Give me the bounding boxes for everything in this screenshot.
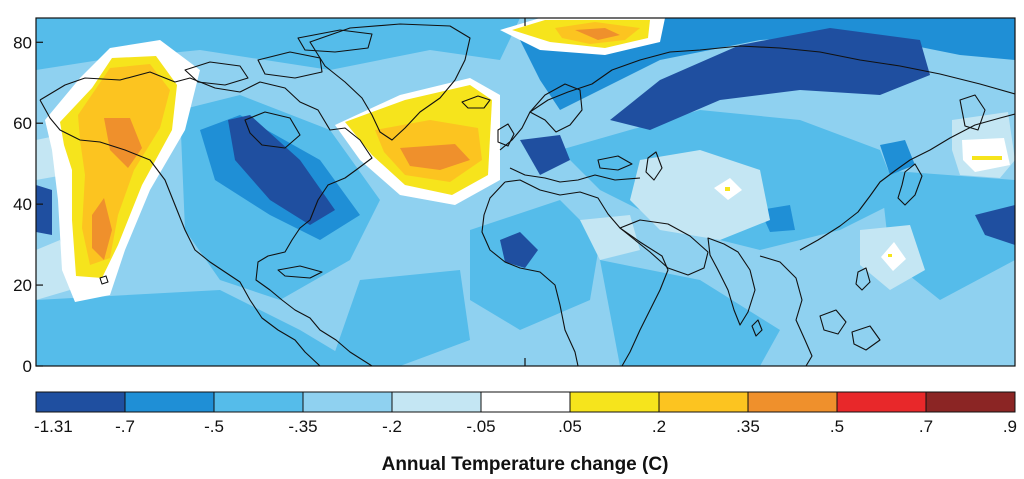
colorbar-tick-label: -.7 <box>115 417 135 436</box>
colorbar-tick-label: -.05 <box>466 417 495 436</box>
colorbar-tick-label: -.35 <box>288 417 317 436</box>
colorbar-swatch <box>658 391 749 413</box>
colorbar-swatch <box>35 391 126 413</box>
y-axis: 0 20 40 60 80 <box>13 33 43 376</box>
warm-anomaly-small <box>725 156 1002 257</box>
colorbar-swatch <box>480 391 571 413</box>
colorbar-swatch <box>925 391 1016 413</box>
warm-anomaly-greenland <box>335 78 500 205</box>
y-tick-label: 0 <box>23 357 32 376</box>
y-tick-label: 40 <box>13 195 32 214</box>
colorbar-tick-label: .35 <box>736 417 760 436</box>
warm-anomaly-arctic <box>500 18 665 55</box>
colorbar-tick-label: .2 <box>652 417 666 436</box>
colorbar-tick-label: -1.31 <box>34 417 73 436</box>
y-tick-label: 80 <box>13 33 32 52</box>
y-tick-label: 20 <box>13 276 32 295</box>
colorbar-swatch <box>391 391 482 413</box>
colorbar-tick-label: .9 <box>1003 417 1017 436</box>
map-panel <box>36 18 1015 366</box>
colorbar-swatch <box>569 391 660 413</box>
colorbar: -1.31 -.7 -.5 -.35 -.2 -.05 .05 .2 .35 .5 .7 .9 <box>34 391 1017 436</box>
colorbar-swatch <box>213 391 304 413</box>
colorbar-tick-label: .5 <box>830 417 844 436</box>
colorbar-swatch <box>747 391 838 413</box>
colorbar-swatch <box>124 391 215 413</box>
y-tick-label: 60 <box>13 114 32 133</box>
colorbar-tick-label: .7 <box>919 417 933 436</box>
colorbar-title: Annual Temperature change (C) <box>382 454 669 475</box>
colorbar-tick-label: -.5 <box>204 417 224 436</box>
warm-anomaly-alaska <box>45 40 200 302</box>
colorbar-tick-label: .05 <box>558 417 582 436</box>
colorbar-swatch <box>302 391 393 413</box>
coastlines <box>39 23 1015 366</box>
colorbar-swatch <box>836 391 927 413</box>
colorbar-tick-label: -.2 <box>382 417 402 436</box>
